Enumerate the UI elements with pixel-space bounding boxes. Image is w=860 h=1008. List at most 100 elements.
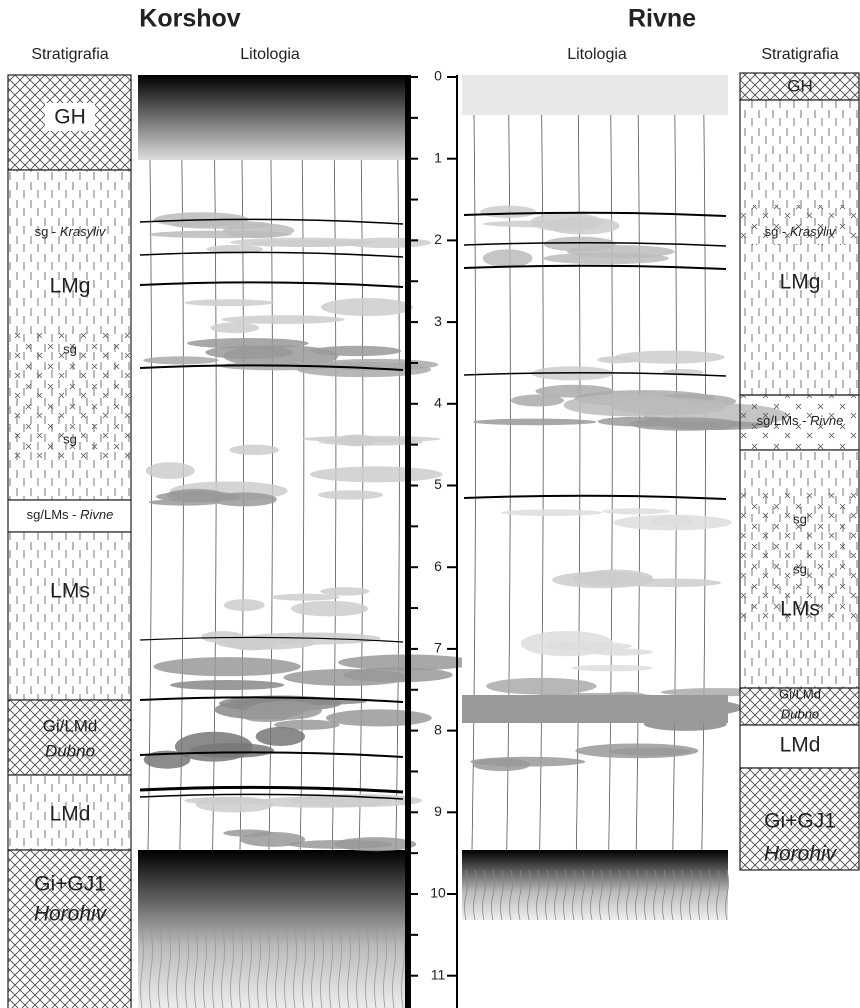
unit-sublabel: sg xyxy=(63,341,77,356)
unit-place: Dubno xyxy=(45,741,95,760)
sediment-band xyxy=(170,680,284,690)
unit-place: Krasyliv xyxy=(790,224,837,239)
unit-label: LMg xyxy=(780,271,821,294)
sediment-band xyxy=(572,665,653,672)
sediment-band xyxy=(288,840,393,849)
tick-label: 10 xyxy=(430,885,446,901)
unit-label: Gi/LMd xyxy=(43,716,98,735)
unit-sublabel: sg xyxy=(793,561,807,576)
column-header: Stratigrafia xyxy=(31,46,108,63)
sediment-band xyxy=(256,727,305,746)
unit-sublabel: sg xyxy=(63,431,77,446)
tick-label: 4 xyxy=(434,395,442,411)
tick-label: 9 xyxy=(434,803,442,819)
sediment-band xyxy=(244,714,288,722)
sediment-band xyxy=(302,436,441,442)
sediment-band xyxy=(270,594,339,601)
unit-label: sg/LMs - Rivne xyxy=(27,507,114,522)
unit-label: LMs xyxy=(50,580,90,603)
unit-label: LMd xyxy=(780,734,821,757)
tick-label: 8 xyxy=(434,721,442,737)
unit-sublabel: sg - Krasyliv xyxy=(765,224,837,239)
unit-label: LMg xyxy=(50,275,91,298)
tick-label: 0 xyxy=(434,68,442,84)
sediment-band xyxy=(171,221,273,229)
unit-label: LMd xyxy=(50,803,91,826)
unit-place: Horohiv xyxy=(764,843,838,866)
sediment-band xyxy=(342,238,431,248)
profile-diagram: Korshov Stratigrafia Litologia Rivne Lit… xyxy=(0,0,860,1008)
tick-label: 7 xyxy=(434,640,442,656)
sediment-band xyxy=(196,797,274,813)
sediment-band xyxy=(143,356,219,364)
sediment-band xyxy=(187,338,309,349)
sediment-band xyxy=(291,601,368,617)
tick-label: 11 xyxy=(431,966,446,982)
sediment-band xyxy=(326,709,432,726)
unit-label: Gi+GJ1 xyxy=(34,873,106,896)
unit-label: sg/LMs - Rivne xyxy=(757,413,844,428)
sediment-band xyxy=(184,299,274,306)
lithology-column xyxy=(138,75,476,1008)
sediment-band xyxy=(224,599,265,611)
sediment-band xyxy=(545,642,633,651)
sediment-band xyxy=(343,667,453,682)
column-header: Stratigrafia xyxy=(761,46,838,63)
sediment-band xyxy=(473,419,596,426)
depth-scale: 0 1 2 3 4 5 6 7 8 9 10 11 xyxy=(405,68,457,1008)
sediment-band xyxy=(321,298,413,316)
sediment-band xyxy=(602,508,670,514)
lithology-column xyxy=(462,75,787,920)
unit-place: Rivne xyxy=(810,413,843,428)
sediment-band xyxy=(310,466,443,482)
sediment-band xyxy=(148,231,291,239)
sediment-band xyxy=(462,695,728,723)
tick-label: 3 xyxy=(434,313,442,329)
sediment-band xyxy=(613,515,732,531)
unit-label: GH xyxy=(787,76,813,95)
sediment-band xyxy=(501,509,602,516)
unit-code: sg/LMs - xyxy=(27,507,77,522)
unit-code: sg - xyxy=(35,224,57,239)
sediment-band xyxy=(530,213,603,232)
tick-label: 2 xyxy=(434,231,442,247)
sediment-band xyxy=(318,490,383,499)
unit-label: GH xyxy=(54,106,86,129)
sediment-band xyxy=(221,315,344,324)
sediment-band xyxy=(483,249,533,267)
sediment-band xyxy=(614,351,724,364)
column-header: Litologia xyxy=(567,46,627,63)
sediment-band xyxy=(575,743,698,758)
sediment-band xyxy=(229,445,279,456)
unit-place: Rivne xyxy=(80,507,113,522)
sediment-band xyxy=(552,572,654,589)
tick-label: 5 xyxy=(434,476,442,492)
sediment-band xyxy=(486,678,596,695)
unit-label: LMs xyxy=(780,598,820,621)
tick-label: 1 xyxy=(434,149,442,165)
sediment-band xyxy=(312,346,402,356)
sediment-band xyxy=(470,757,585,767)
unit-place: Horohiv xyxy=(34,903,108,926)
sediment-band xyxy=(320,587,369,595)
column-header: Litologia xyxy=(240,46,300,63)
tick-label: 6 xyxy=(434,558,442,574)
unit-label: Gi+GJ1 xyxy=(764,810,836,833)
unit-sublabel: sg - Krasyliv xyxy=(35,224,107,239)
unit-code: sg - xyxy=(765,224,787,239)
sediment-band xyxy=(480,206,536,219)
sediment-band xyxy=(146,462,195,479)
sediment-band xyxy=(544,237,616,252)
unit-place: Krasyliv xyxy=(60,224,107,239)
sediment-band xyxy=(154,657,301,676)
sediment-band xyxy=(156,491,240,502)
sediment-band xyxy=(190,743,274,758)
site-title: Korshov xyxy=(139,5,241,33)
unit-place: Dubno xyxy=(781,706,819,721)
stratigraphy-column xyxy=(8,75,131,1008)
unit-sublabel: sg xyxy=(793,511,807,526)
unit-code: sg/LMs - xyxy=(757,413,807,428)
unit-label: Gi/LMd xyxy=(779,686,821,701)
sediment-band xyxy=(210,322,259,333)
sediment-band xyxy=(223,829,272,836)
